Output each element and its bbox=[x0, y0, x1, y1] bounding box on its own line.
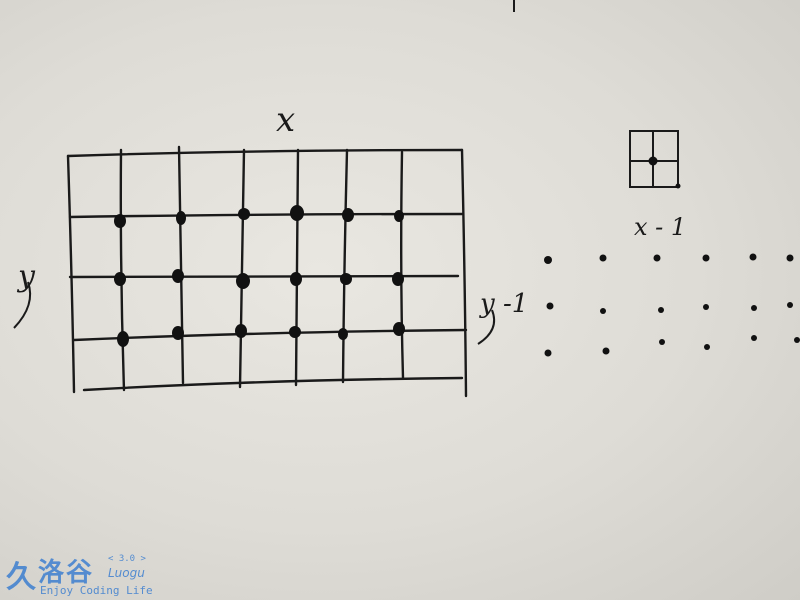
grid-dot bbox=[340, 273, 352, 285]
array-dot bbox=[602, 347, 610, 355]
grid-y-label: y bbox=[16, 259, 36, 294]
grid-dots bbox=[114, 205, 405, 347]
watermark-mark: 久 bbox=[6, 560, 36, 595]
grid-x-label: x bbox=[276, 100, 295, 140]
array-dot bbox=[751, 335, 757, 341]
left-brace bbox=[13, 281, 32, 329]
grid-dot bbox=[172, 326, 184, 340]
right-brace bbox=[477, 309, 496, 345]
array-dot bbox=[544, 349, 552, 357]
array-dot bbox=[600, 308, 606, 314]
array-dot bbox=[786, 254, 794, 262]
watermark-name: 洛谷 bbox=[38, 558, 95, 588]
main-grid bbox=[66, 145, 468, 398]
array-dot bbox=[658, 307, 664, 313]
grid-dot bbox=[289, 326, 301, 338]
grid-dot bbox=[393, 322, 405, 336]
array-dot bbox=[749, 253, 757, 261]
grid-vline bbox=[294, 148, 300, 387]
watermark-sub: Luogu bbox=[108, 566, 145, 580]
grid-dot bbox=[114, 214, 126, 228]
grid-dot bbox=[342, 208, 354, 222]
right-x-label: x - 1 bbox=[634, 213, 686, 241]
array-dot bbox=[702, 254, 710, 262]
grid-vline bbox=[460, 148, 468, 398]
grid-vline bbox=[341, 148, 349, 384]
grid-dot bbox=[290, 272, 302, 286]
dot-array bbox=[544, 253, 800, 357]
grid-hline bbox=[66, 148, 464, 158]
array-dot bbox=[794, 337, 800, 343]
grid-dot bbox=[235, 324, 247, 338]
grid-dot bbox=[176, 211, 186, 225]
grid-dot bbox=[338, 328, 348, 340]
grid-dot bbox=[236, 273, 250, 289]
grid-vline bbox=[400, 150, 405, 380]
grid-dot bbox=[114, 272, 126, 286]
array-dot bbox=[787, 302, 793, 308]
array-dot bbox=[751, 305, 757, 311]
grid-hline bbox=[72, 328, 468, 342]
grid-vline bbox=[66, 154, 76, 394]
cell-legend-dot bbox=[648, 156, 658, 166]
grid-dot bbox=[172, 269, 184, 283]
array-dot bbox=[703, 304, 709, 310]
grid-dot bbox=[117, 331, 129, 347]
grid-dot bbox=[392, 272, 404, 286]
grid-hline bbox=[82, 376, 464, 392]
array-dot bbox=[544, 256, 552, 264]
right-y-label: y -1 bbox=[479, 289, 528, 319]
watermark-tagline: Enjoy Coding Life bbox=[40, 584, 153, 597]
array-dot bbox=[653, 254, 661, 262]
array-dot bbox=[599, 254, 607, 262]
grid-dot bbox=[238, 208, 250, 220]
watermark-logo: 久 洛谷 < 3.0 > Luogu Enjoy Coding Life bbox=[4, 552, 164, 598]
grid-vline bbox=[119, 148, 126, 392]
cell-legend-corner-dot bbox=[675, 183, 681, 189]
array-dot bbox=[546, 302, 554, 310]
array-dot bbox=[659, 339, 665, 345]
grid-vline bbox=[238, 148, 246, 389]
array-dot bbox=[704, 344, 710, 350]
watermark-version: < 3.0 > bbox=[108, 554, 146, 564]
grid-dot bbox=[290, 205, 304, 221]
grid-vline bbox=[177, 145, 185, 385]
grid-dot bbox=[394, 210, 404, 222]
